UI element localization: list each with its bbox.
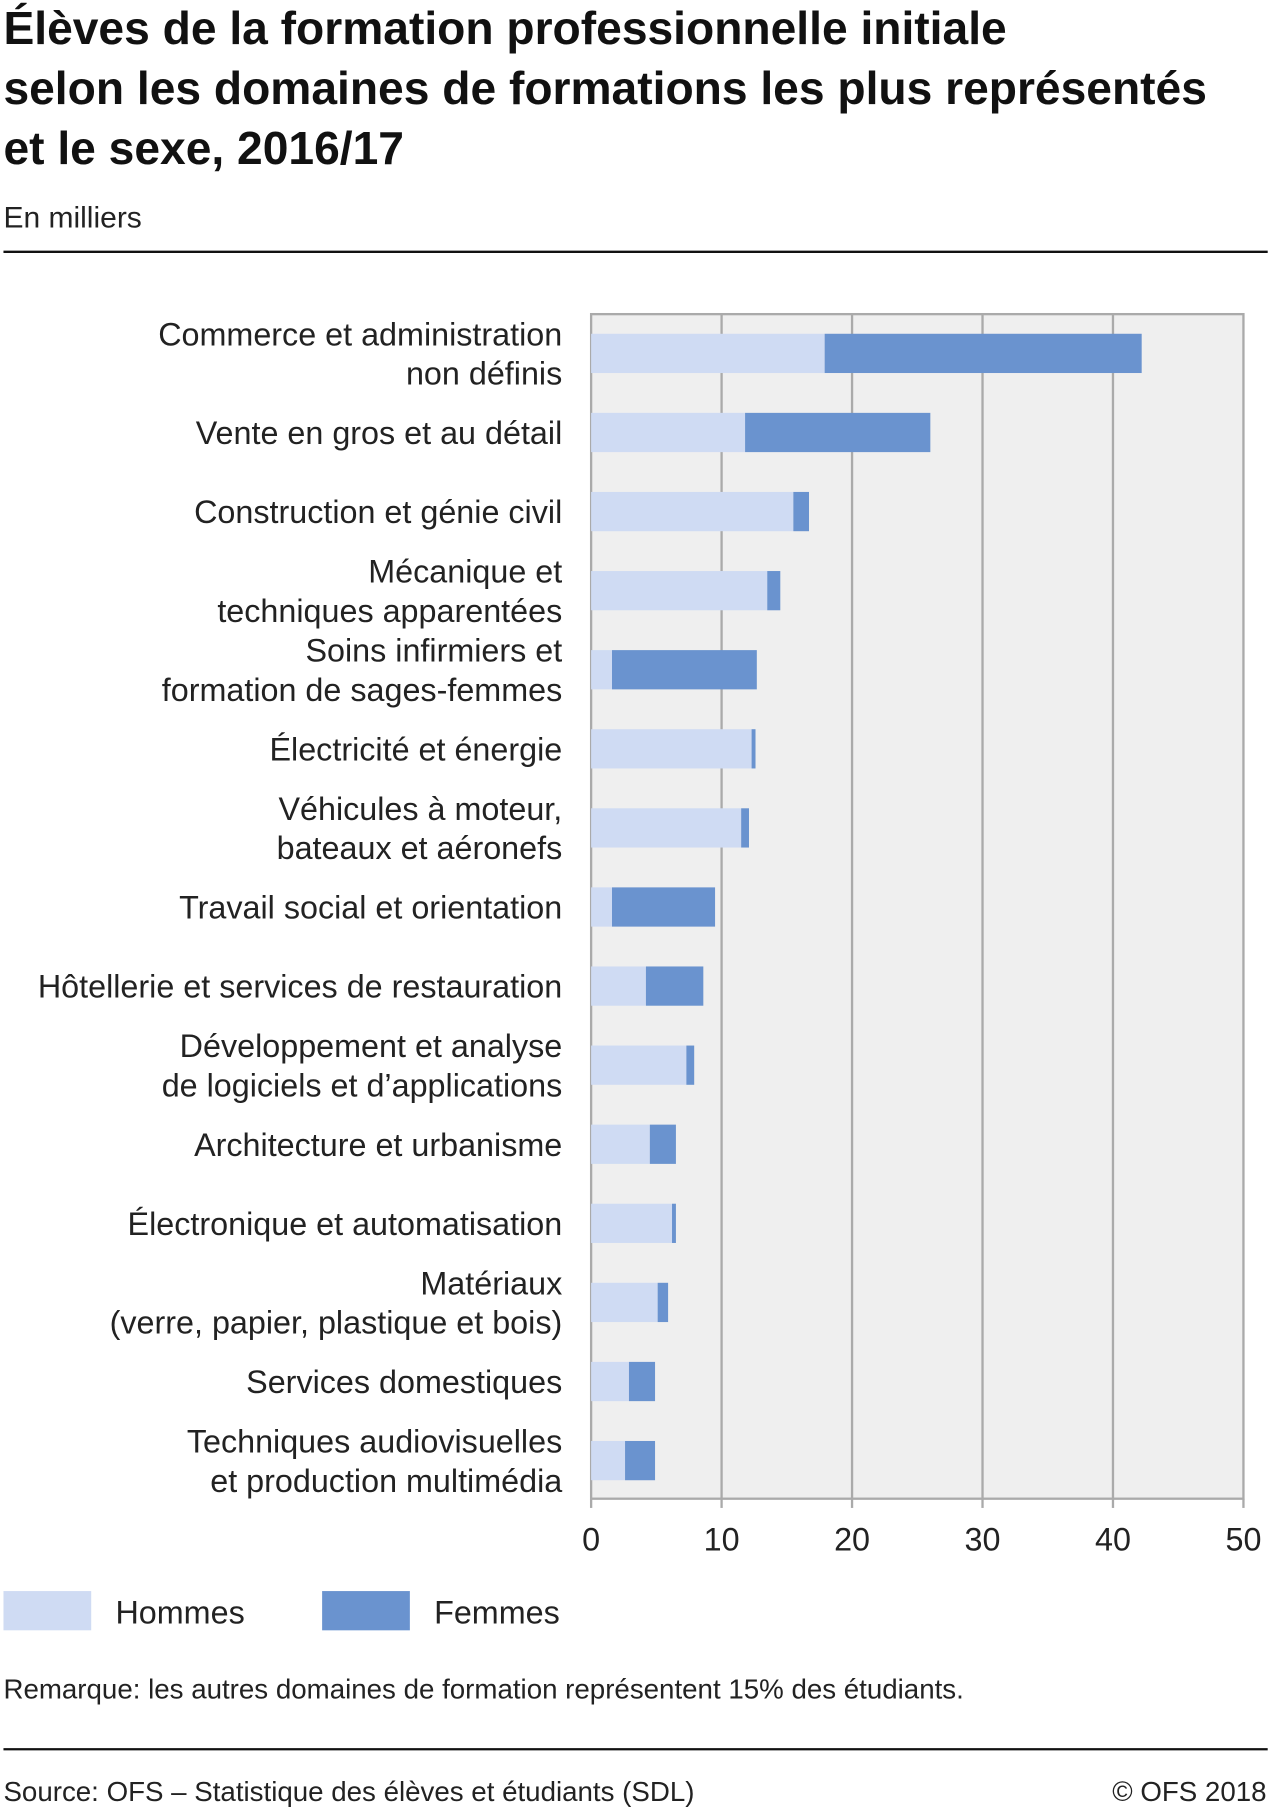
- category-label: Véhicules à moteur,: [278, 791, 562, 827]
- x-tick-label: 50: [1225, 1522, 1261, 1558]
- bar-hommes: [591, 412, 746, 453]
- bar-hommes: [591, 650, 613, 690]
- bar-hommes: [591, 1045, 687, 1085]
- bar-hommes: [591, 729, 752, 769]
- bar-femmes: [645, 966, 704, 1006]
- category-label: Techniques audiovisuelles: [187, 1424, 562, 1460]
- x-tick-label: 20: [834, 1522, 870, 1558]
- category-label: Services domestiques: [246, 1364, 562, 1400]
- chart-source: Source: OFS – Statistique des élèves et …: [3, 1776, 694, 1807]
- chart-copyright: © OFS 2018: [1112, 1776, 1266, 1807]
- bar-hommes: [591, 1361, 629, 1402]
- bar-femmes: [767, 571, 781, 611]
- category-label: Construction et génie civil: [194, 494, 562, 530]
- x-tick-label: 0: [582, 1522, 600, 1558]
- chart-subtitle: En milliers: [3, 202, 141, 235]
- bar-femmes: [649, 1124, 676, 1164]
- x-tick-label: 40: [1095, 1522, 1131, 1558]
- category-label: Mécanique et: [368, 554, 562, 590]
- bar-femmes: [657, 1282, 669, 1323]
- bar-femmes: [672, 1203, 676, 1243]
- category-label: bateaux et aéronefs: [277, 830, 563, 866]
- legend-label-femmes: Femmes: [434, 1594, 560, 1630]
- category-label: Vente en gros et au détail: [196, 415, 562, 451]
- category-label: formation de sages-femmes: [162, 672, 562, 708]
- category-label: non définis: [406, 356, 562, 392]
- bar-femmes: [612, 650, 757, 690]
- legend-swatch-femmes: [322, 1591, 410, 1631]
- category-label: de logiciels et d’applications: [162, 1067, 563, 1103]
- bar-femmes: [686, 1045, 695, 1085]
- category-label: techniques apparentées: [217, 593, 562, 629]
- bar-hommes: [591, 1203, 673, 1243]
- category-label: Commerce et administration: [158, 316, 562, 352]
- bar-hommes: [591, 1124, 650, 1164]
- x-tick-label: 10: [704, 1522, 740, 1558]
- category-label: et production multimédia: [210, 1463, 562, 1499]
- bar-femmes: [625, 1440, 656, 1481]
- bar-hommes: [591, 808, 742, 848]
- chart-note: Remarque: les autres domaines de formati…: [3, 1673, 963, 1704]
- bar-femmes: [612, 887, 716, 927]
- bar-hommes: [591, 1282, 658, 1323]
- chart-title-line-3: et le sexe, 2016/17: [3, 122, 404, 174]
- chart-title-line-1: Élèves de la formation professionnelle i…: [3, 2, 1006, 54]
- bar-femmes: [793, 491, 810, 532]
- category-label: Matériaux: [420, 1265, 562, 1301]
- legend-label-hommes: Hommes: [115, 1594, 244, 1630]
- category-label: Architecture et urbanisme: [194, 1127, 562, 1163]
- bar-femmes: [824, 333, 1142, 374]
- bar-hommes: [591, 1440, 626, 1481]
- bar-hommes: [591, 887, 613, 927]
- bar-femmes: [745, 412, 931, 453]
- category-label: Travail social et orientation: [179, 890, 562, 926]
- category-label: Soins infirmiers et: [305, 633, 562, 669]
- category-label: Développement et analyse: [180, 1028, 563, 1064]
- bar-hommes: [591, 966, 646, 1006]
- bar-hommes: [591, 333, 825, 374]
- category-label: Électricité et énergie: [269, 731, 562, 767]
- category-label: Hôtellerie et services de restauration: [38, 969, 562, 1005]
- bar-femmes: [741, 808, 749, 848]
- x-tick-label: 30: [965, 1522, 1001, 1558]
- bar-femmes: [751, 729, 756, 769]
- category-label: Électronique et automatisation: [128, 1206, 563, 1242]
- bar-hommes: [591, 491, 794, 532]
- bar-femmes: [628, 1361, 656, 1402]
- chart-title-line-2: selon les domaines de formations les plu…: [3, 62, 1206, 114]
- bar-hommes: [591, 571, 768, 611]
- legend-swatch-hommes: [3, 1591, 92, 1631]
- category-label: (verre, papier, plastique et bois): [110, 1305, 563, 1341]
